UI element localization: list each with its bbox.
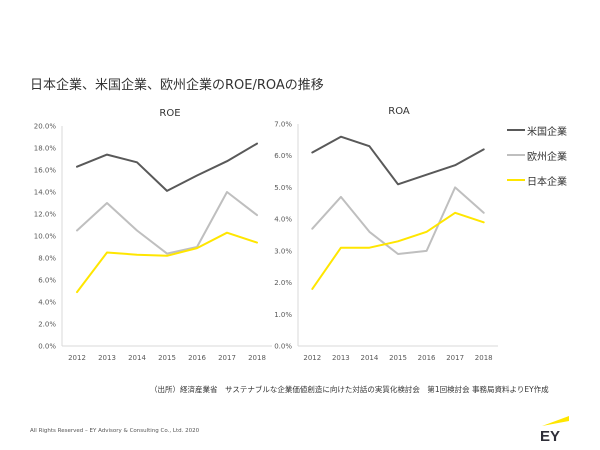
roe-y-tick-label: 2.0% — [38, 321, 56, 329]
roa-y-tick-label: 3.0% — [274, 247, 292, 255]
roe-y-tick-label: 18.0% — [34, 145, 57, 153]
legend-swatch-us — [507, 129, 525, 131]
roe-x-tick-label: 2012 — [68, 354, 86, 362]
roe-y-tick-label: 10.0% — [34, 233, 57, 241]
roa-y-tick-label: 2.0% — [274, 279, 292, 287]
roe-x-tick-label: 2018 — [248, 354, 266, 362]
roa-chart-title: ROA — [388, 106, 410, 117]
roa-y-tick-label: 5.0% — [274, 184, 292, 192]
roe-x-tick-label: 2017 — [218, 354, 236, 362]
roa-series-line-eu — [311, 186, 485, 255]
roa-x-tick-label: 2013 — [332, 354, 350, 362]
roe-series-line-us — [76, 142, 258, 192]
roe-y-tick-label: 8.0% — [38, 255, 56, 263]
roe-y-tick-label: 20.0% — [34, 123, 57, 131]
roa-y-tick-label: 1.0% — [274, 311, 292, 319]
roe-y-tick-label: 14.0% — [34, 189, 57, 197]
legend-label-eu: 欧州企業 — [527, 152, 567, 163]
legend-label-jp: 日本企業 — [527, 177, 567, 188]
roa-x-tick-label: 2018 — [475, 354, 493, 362]
roa-x-tick-label: 2015 — [389, 354, 407, 362]
footer-copyright: All Rights Reserved – EY Advisory & Cons… — [30, 428, 200, 434]
source-note: （出所）経済産業省 サステナブルな企業価値創造に向けた対話の実質化検討会 第1回… — [150, 385, 549, 394]
legend-swatch-eu — [507, 154, 525, 156]
roe-y-tick-label: 6.0% — [38, 277, 56, 285]
roa-x-tick-label: 2017 — [446, 354, 464, 362]
roe-y-tick-label: 12.0% — [34, 211, 57, 219]
roe-y-tick-label: 16.0% — [34, 167, 57, 175]
ey-logo-text: EY — [540, 428, 560, 443]
roe-chart-title: ROE — [159, 108, 180, 119]
legend-swatch-jp — [507, 179, 525, 181]
roa-y-tick-label: 4.0% — [274, 216, 292, 224]
roa-y-tick-label: 6.0% — [274, 152, 292, 160]
roe-x-tick-label: 2014 — [128, 354, 146, 362]
ey-logo: EY — [540, 416, 569, 443]
roa-series-line-us — [311, 135, 485, 186]
roe-series-line-jp — [76, 231, 258, 294]
ey-logo-beam — [542, 416, 569, 426]
roa-x-tick-label: 2014 — [361, 354, 379, 362]
slide-title: 日本企業、米国企業、欧州企業のROE/ROAの推移 — [30, 78, 324, 93]
roa-x-tick-label: 2016 — [418, 354, 436, 362]
roe-y-tick-label: 4.0% — [38, 299, 56, 307]
roe-y-tick-label: 0.0% — [38, 343, 56, 351]
roa-y-tick-label: 0.0% — [274, 343, 292, 351]
roe-series-line-eu — [76, 191, 258, 255]
legend-label-us: 米国企業 — [527, 127, 567, 138]
roa-x-tick-label: 2012 — [303, 354, 321, 362]
roe-x-tick-label: 2015 — [158, 354, 176, 362]
roe-x-tick-label: 2016 — [188, 354, 206, 362]
roa-series-line-jp — [311, 211, 485, 290]
roa-y-tick-label: 7.0% — [274, 121, 292, 129]
roe-x-tick-label: 2013 — [98, 354, 116, 362]
